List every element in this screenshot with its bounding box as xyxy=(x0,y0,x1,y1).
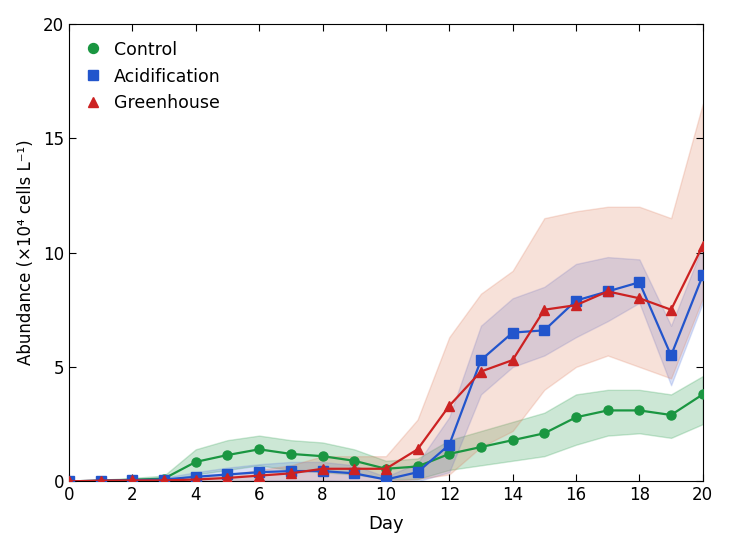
Control xyxy=(65,478,74,485)
Control xyxy=(572,414,580,421)
Acidification xyxy=(286,468,295,474)
Control xyxy=(382,465,391,472)
Greenhouse xyxy=(191,476,200,483)
Acidification xyxy=(382,476,391,483)
Control xyxy=(540,430,549,437)
Greenhouse xyxy=(508,357,517,364)
Control xyxy=(477,444,485,450)
Greenhouse xyxy=(65,478,74,485)
Y-axis label: Abundance (×10⁴ cells L⁻¹): Abundance (×10⁴ cells L⁻¹) xyxy=(17,140,34,365)
Acidification xyxy=(191,474,200,480)
Acidification xyxy=(666,352,675,359)
Control xyxy=(160,475,169,482)
Greenhouse xyxy=(160,477,169,484)
Greenhouse xyxy=(445,403,453,409)
Greenhouse xyxy=(96,477,105,484)
Acidification xyxy=(477,357,485,364)
Greenhouse xyxy=(382,465,391,472)
Greenhouse xyxy=(128,477,137,484)
Greenhouse xyxy=(318,465,327,472)
Control xyxy=(445,450,453,457)
Acidification xyxy=(350,470,358,477)
Acidification xyxy=(128,477,137,483)
Control xyxy=(635,407,644,414)
Greenhouse xyxy=(223,475,232,481)
X-axis label: Day: Day xyxy=(368,515,404,534)
Greenhouse xyxy=(572,302,580,309)
Acidification xyxy=(223,471,232,478)
Acidification xyxy=(445,442,453,448)
Control xyxy=(603,407,612,414)
Acidification xyxy=(572,297,580,304)
Control xyxy=(318,453,327,459)
Greenhouse xyxy=(255,472,264,479)
Greenhouse xyxy=(603,288,612,295)
Greenhouse xyxy=(413,446,422,453)
Line: Control: Control xyxy=(64,390,707,486)
Control xyxy=(350,458,358,464)
Acidification xyxy=(603,288,612,295)
Acidification xyxy=(699,272,707,279)
Control xyxy=(508,437,517,443)
Greenhouse xyxy=(350,465,358,472)
Legend: Control, Acidification, Greenhouse: Control, Acidification, Greenhouse xyxy=(77,32,229,121)
Control xyxy=(128,476,137,483)
Greenhouse xyxy=(635,295,644,301)
Control xyxy=(191,459,200,465)
Control xyxy=(413,463,422,470)
Greenhouse xyxy=(666,306,675,313)
Line: Acidification: Acidification xyxy=(64,271,707,486)
Control xyxy=(96,477,105,484)
Acidification xyxy=(508,329,517,336)
Greenhouse xyxy=(540,306,549,313)
Greenhouse xyxy=(286,470,295,477)
Acidification xyxy=(96,477,105,484)
Control xyxy=(699,391,707,398)
Control xyxy=(255,446,264,453)
Acidification xyxy=(160,476,169,483)
Line: Greenhouse: Greenhouse xyxy=(64,241,707,486)
Greenhouse xyxy=(477,368,485,375)
Control xyxy=(666,412,675,419)
Acidification xyxy=(635,279,644,285)
Acidification xyxy=(540,327,549,334)
Acidification xyxy=(65,478,74,485)
Acidification xyxy=(318,468,327,474)
Control xyxy=(286,450,295,457)
Acidification xyxy=(413,469,422,476)
Greenhouse xyxy=(699,243,707,249)
Control xyxy=(223,452,232,458)
Acidification xyxy=(255,469,264,476)
